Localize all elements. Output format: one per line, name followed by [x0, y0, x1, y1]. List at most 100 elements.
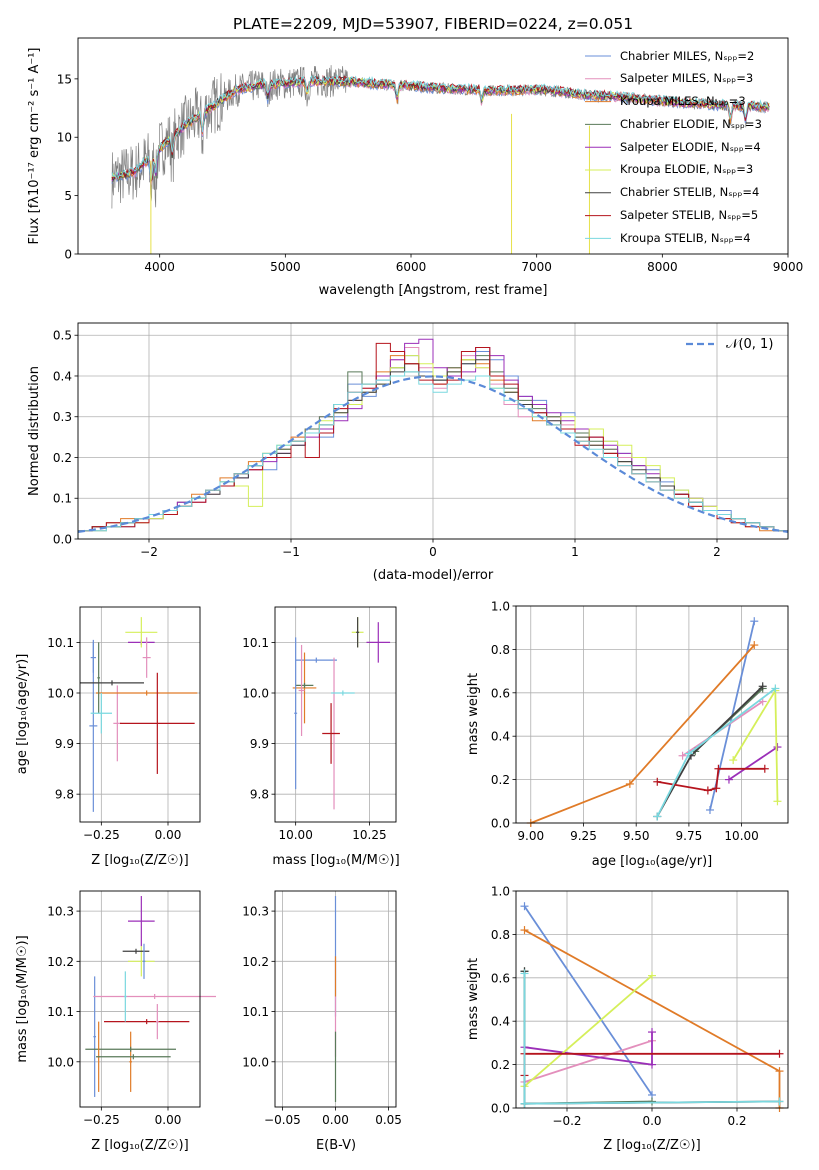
y-tick-label: 0: [64, 248, 72, 262]
y-tick-label: 0.0: [491, 817, 510, 831]
x-tick-label: 0.00: [322, 1113, 349, 1127]
metallicity-weight-panel: −0.2 0.0 0.2 0.0 0.2 0.4 0.6 0.8 1.0: [491, 885, 789, 1128]
x-tick-label: −2: [140, 545, 158, 559]
weight-line: [656, 687, 776, 817]
weight-line: [524, 1032, 653, 1066]
x-tick-label: 5000: [270, 260, 301, 274]
legend-entry: Chabrier MILES, Nₛₚₚ=2: [620, 49, 754, 63]
weight-line: [728, 746, 779, 781]
normal-curve: [77, 375, 789, 533]
legend-entry: Kroupa ELODIE, Nₛₚₚ=3: [620, 162, 753, 176]
ebv-xlabel: E(B-V): [316, 1138, 356, 1153]
y-tick-label: 1.0: [491, 600, 510, 614]
x-tick-label: −0.25: [83, 828, 120, 842]
x-tick-label: −0.25: [83, 1113, 120, 1127]
residual-histogram-panel: −2 −1 0 1 2 0.0 0.1 0.2 0.3 0.4 0.5 𝒩(0, 1) (data-…: [27, 322, 789, 583]
spectrum-xlabel: wavelength [Angstrom, rest frame]: [319, 283, 548, 298]
x-tick-label: −1: [282, 545, 300, 559]
legend-entry: Salpeter STELIB, Nₛₚₚ=5: [620, 208, 758, 222]
hist-legend-label: 𝒩(0, 1): [726, 337, 773, 352]
y-tick-label: 0.6: [491, 686, 510, 700]
x-tick-label: 0.05: [375, 1113, 402, 1127]
agew-ylabel: mass weight: [466, 673, 481, 755]
y-tick-label: 0.4: [53, 369, 72, 383]
axes-frame: [515, 890, 789, 1109]
y-tick-label: 15: [57, 72, 72, 86]
x-tick-label: 0: [429, 545, 437, 559]
y-tick-label: 0.5: [53, 329, 72, 343]
weight-line: [530, 644, 755, 824]
y-tick-label: 9.8: [250, 788, 269, 802]
spectrum-legend: Chabrier MILES, Nₛₚₚ=2 Salpeter MILES, N…: [585, 49, 762, 245]
x-tick-label: 10.00: [278, 828, 312, 842]
zage-xlabel: Z [log₁₀(Z/Z☉)]: [91, 853, 188, 868]
y-tick-label: 0.8: [491, 643, 510, 657]
x-tick-label: 1: [571, 545, 579, 559]
axes-frame: [77, 37, 789, 255]
x-tick-label: 0.00: [155, 828, 182, 842]
x-tick-label: 9000: [773, 260, 804, 274]
x-tick-label: 0.2: [727, 1114, 746, 1128]
legend-entry: Kroupa MILES, Nₛₚₚ=3: [620, 94, 746, 108]
y-tick-label: 10.0: [47, 687, 74, 701]
y-tick-label: 0.8: [491, 928, 510, 942]
y-tick-label: 0.3: [53, 410, 72, 424]
y-tick-label: 10.0: [47, 1055, 74, 1069]
y-tick-label: 10.3: [47, 905, 74, 919]
model-spectrum: [111, 74, 770, 183]
model-spectrum: [111, 76, 770, 182]
legend-entry: Salpeter ELODIE, Nₛₚₚ=4: [620, 140, 761, 154]
weight-line: [523, 905, 653, 1096]
y-tick-label: 9.9: [250, 737, 269, 751]
x-tick-label: 0.0: [642, 1114, 661, 1128]
y-tick-label: 1.0: [491, 885, 510, 899]
y-tick-label: 10.1: [47, 1005, 74, 1019]
legend-entry: Chabrier ELODIE, Nₛₚₚ=3: [620, 117, 762, 131]
massage-xlabel: mass [log₁₀(M/M☉)]: [272, 853, 399, 868]
y-tick-label: 10.1: [47, 636, 74, 650]
y-tick-label: 9.9: [55, 737, 74, 751]
axes-frame: [77, 322, 789, 540]
x-tick-label: 9.00: [517, 829, 544, 843]
x-tick-label: 10.00: [724, 829, 758, 843]
y-tick-label: 0.2: [53, 451, 72, 465]
y-tick-label: 10: [57, 131, 72, 145]
y-tick-label: 9.8: [55, 788, 74, 802]
x-tick-label: 10.25: [352, 828, 386, 842]
axes-frame: [515, 605, 789, 824]
y-tick-label: 0.2: [491, 1058, 510, 1072]
hist-xlabel: (data-model)/error: [373, 568, 494, 583]
y-tick-label: 10.2: [242, 955, 269, 969]
y-tick-label: 0.2: [491, 773, 510, 787]
x-tick-label: 9.75: [676, 829, 703, 843]
y-tick-label: 10.1: [242, 636, 269, 650]
y-tick-label: 10.0: [242, 1055, 269, 1069]
zmass-ylabel: mass [log₁₀(M/M☉)]: [15, 935, 30, 1062]
ebv-mass-panel: −0.05 0.00 0.05 10.0 10.1 10.2 10.3: [242, 890, 402, 1127]
spectrum-panel: 4000 5000 6000 7000 8000 9000 0 5 10 15 Chabrier …: [27, 37, 804, 298]
spectrum-ylabel: Flux [fλ10⁻¹⁷ erg cm⁻² s⁻¹ A⁻¹]: [27, 48, 42, 245]
hist-ylabel: Normed distribution: [27, 366, 42, 496]
spectrum-lines: [111, 65, 770, 254]
x-tick-label: 9.25: [570, 829, 597, 843]
weight-line: [523, 974, 653, 1087]
x-tick-label: 9.50: [623, 829, 650, 843]
mass-age-panel: 10.00 10.25 9.8 9.9 10.0 10.1: [242, 606, 397, 842]
zmass-xlabel: Z [log₁₀(Z/Z☉)]: [91, 1138, 188, 1153]
x-tick-label: 7000: [521, 260, 552, 274]
agew-xlabel: age [log₁₀(age/yr)]: [592, 854, 713, 869]
y-tick-label: 10.1: [242, 1005, 269, 1019]
axes-frame: [274, 890, 397, 1108]
x-tick-label: 2: [713, 545, 721, 559]
legend-entry: Salpeter MILES, Nₛₚₚ=3: [620, 71, 753, 85]
y-tick-label: 10.0: [242, 687, 269, 701]
axes-frame: [79, 606, 201, 823]
y-tick-label: 0.4: [491, 1015, 510, 1029]
y-tick-label: 0.6: [491, 971, 510, 985]
y-tick-label: 0.4: [491, 730, 510, 744]
zw-xlabel: Z [log₁₀(Z/Z☉)]: [603, 1138, 700, 1153]
axes-frame: [274, 606, 397, 823]
legend-entry: Kroupa STELIB, Nₛₚₚ=4: [620, 231, 751, 245]
weight-line: [524, 1039, 653, 1083]
